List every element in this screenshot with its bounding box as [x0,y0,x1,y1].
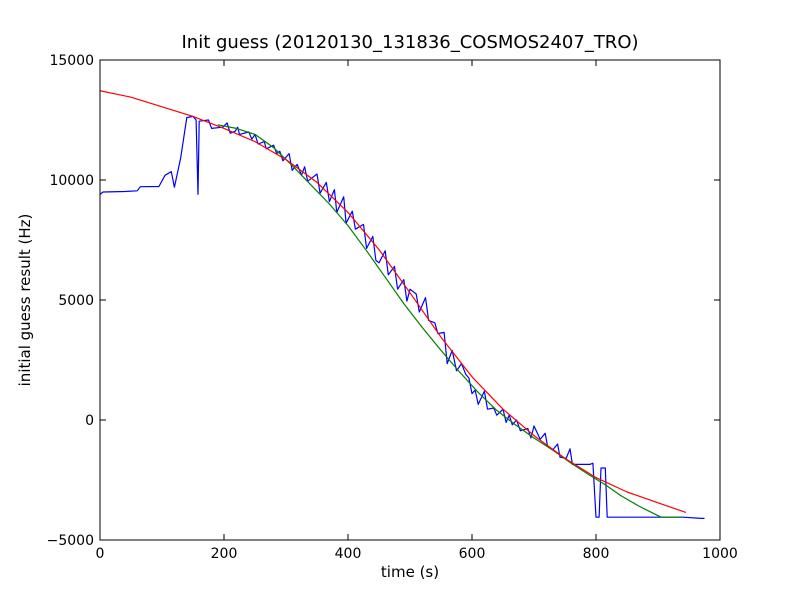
y-axis-label: initial guess result (Hz) [16,214,34,387]
y-tick-label: 0 [85,413,94,429]
series-line-1 [100,115,705,520]
x-tick-label: 800 [583,546,610,562]
y-tick-label: 5000 [58,293,94,309]
x-tick-label: 1000 [702,546,738,562]
x-tick-label: 400 [335,546,362,562]
series-line-3 [100,90,687,513]
y-tick-label: 10000 [49,173,94,189]
y-tick-label: 15000 [49,53,94,69]
x-tick-label: 200 [211,546,238,562]
x-tick-label: 0 [96,546,105,562]
chart-title: Init guess (20120130_131836_COSMOS2407_T… [181,32,638,53]
series-layer [100,90,705,520]
y-tick-label: −5000 [47,533,94,549]
x-axis-label: time (s) [381,563,439,581]
x-tick-label: 600 [459,546,486,562]
plot-area [100,60,720,540]
series-line-2 [217,124,683,518]
